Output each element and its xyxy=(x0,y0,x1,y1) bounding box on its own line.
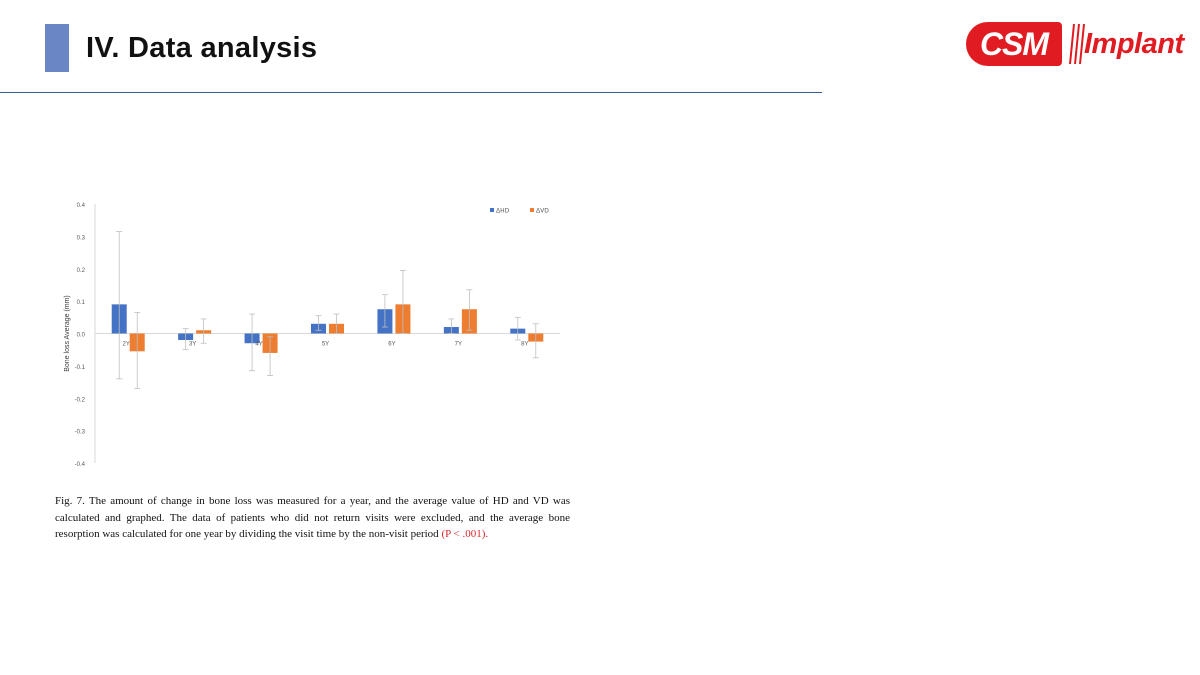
y-tick-label: -0.2 xyxy=(75,397,86,403)
y-tick-label: -0.3 xyxy=(75,430,86,436)
x-category-label: 5Y xyxy=(322,342,329,348)
x-category-label: 3Y xyxy=(189,342,196,348)
logo-slashes xyxy=(1069,23,1085,65)
legend-swatch-hd xyxy=(490,208,494,212)
y-tick-label: -0.4 xyxy=(75,462,86,468)
y-tick-label: 0.2 xyxy=(77,268,86,274)
title-divider xyxy=(0,92,822,93)
x-category-label: 2Y xyxy=(123,342,130,348)
figure-caption: Fig. 7. The amount of change in bone los… xyxy=(55,493,570,543)
y-tick-label: -0.1 xyxy=(75,365,86,371)
y-axis-title: Bone loss Average (mm) xyxy=(64,295,71,372)
legend-label-hd: ΔHD xyxy=(496,208,510,215)
logo-csm-text: CSM xyxy=(966,22,1062,66)
chart-svg: 0.4 0.3 0.2 0.1 0.0 -0.1 -0.2 -0.3 -0.4 Bone loss… xyxy=(64,203,560,468)
x-category-label: 4Y xyxy=(255,342,262,348)
slide-title: IV. Data analysis xyxy=(86,32,318,64)
y-tick-label: 0.3 xyxy=(77,235,86,241)
x-category-label: 7Y xyxy=(455,342,462,348)
y-tick-label: 0.1 xyxy=(77,300,86,306)
bone-loss-chart: 0.4 0.3 0.2 0.1 0.0 -0.1 -0.2 -0.3 -0.4 Bone loss… xyxy=(50,190,570,475)
legend-label-vd: ΔVD xyxy=(536,208,549,215)
csm-implant-logo: CSM Implant xyxy=(966,20,1184,70)
logo-implant-text: Implant xyxy=(1084,28,1184,60)
y-tick-label: 0.4 xyxy=(77,203,86,209)
title-accent-bar xyxy=(45,24,69,72)
caption-text: Fig. 7. The amount of change in bone los… xyxy=(55,495,570,540)
caption-p-value: (P < .001). xyxy=(441,528,489,540)
x-category-label: 8Y xyxy=(521,342,528,348)
y-tick-label: 0.0 xyxy=(77,333,86,339)
x-category-label: 6Y xyxy=(388,342,395,348)
legend-swatch-vd xyxy=(530,208,534,212)
